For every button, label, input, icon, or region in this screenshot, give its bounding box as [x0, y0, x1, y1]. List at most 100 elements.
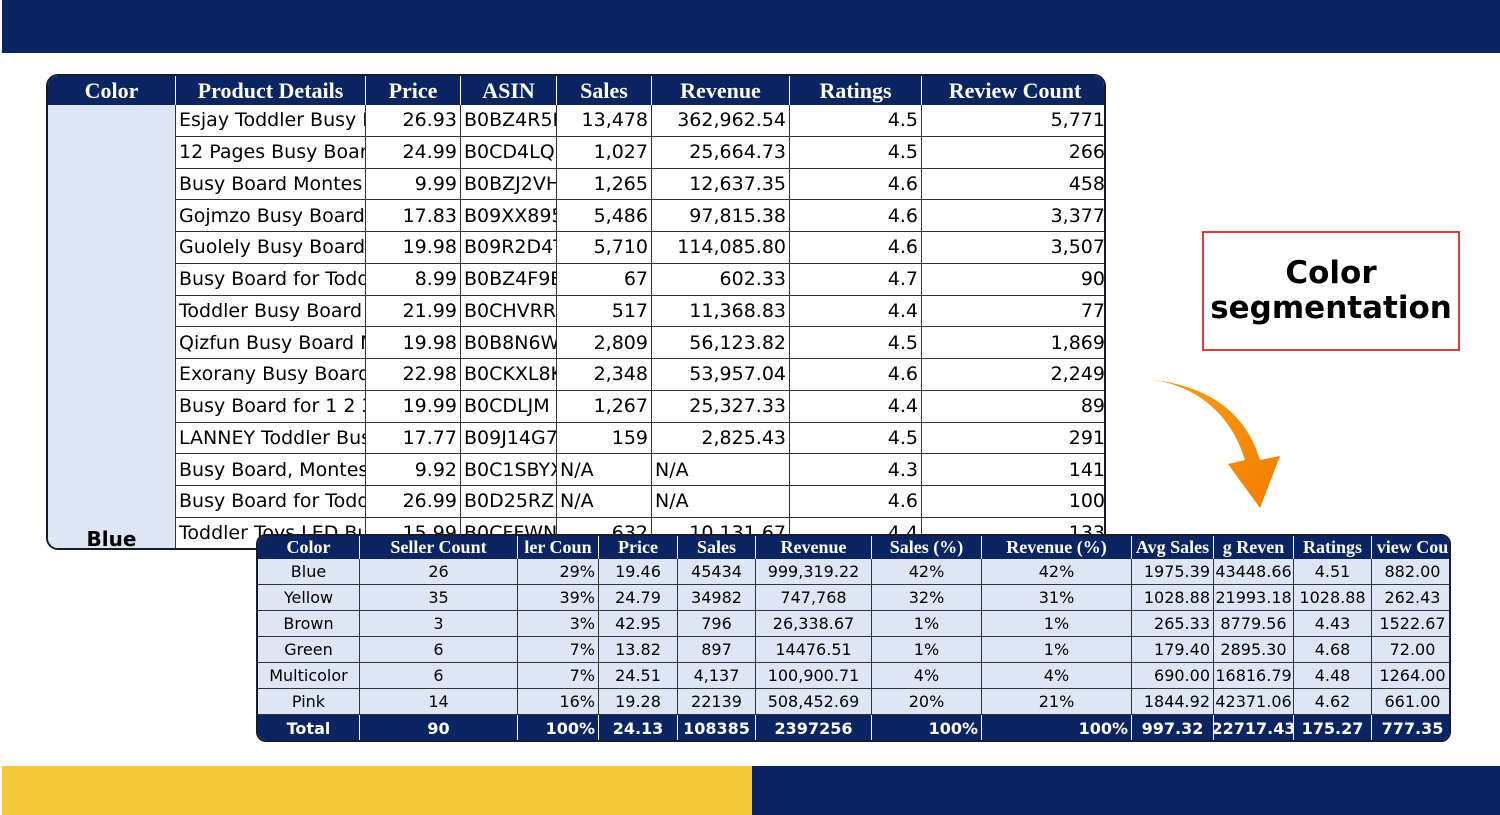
- color-cell: Blue: [48, 105, 176, 548]
- table-cell: 4.5: [790, 105, 922, 137]
- table-cell: 602.33: [652, 263, 790, 296]
- table-cell: 13,478: [557, 105, 652, 137]
- table-cell: B0BZ4R5F: [461, 105, 557, 137]
- table-cell: 4.5: [790, 422, 922, 455]
- table-cell: LANNEY Toddler Bus: [176, 422, 366, 455]
- table-cell: 2895.30: [1214, 637, 1294, 663]
- table-cell: Yellow: [258, 585, 360, 611]
- table-cell: 21.99: [366, 295, 461, 328]
- table-cell: 22139: [678, 689, 756, 715]
- table-cell: 508,452.69: [756, 689, 872, 715]
- total-cell: Total: [258, 715, 360, 740]
- table-cell: 39%: [518, 585, 599, 611]
- table-cell: 4.48: [1294, 663, 1372, 689]
- table-cell: Pink: [258, 689, 360, 715]
- table-cell: 747,768: [756, 585, 872, 611]
- table-cell: 1%: [982, 611, 1132, 637]
- table-cell: 3: [360, 611, 518, 637]
- table-cell: 26.99: [366, 486, 461, 518]
- table-cell: 4%: [982, 663, 1132, 689]
- table-cell: 1028.88: [1294, 585, 1372, 611]
- table-cell: 42.95: [599, 611, 678, 637]
- table-cell: 897: [678, 637, 756, 663]
- table-cell: 29%: [518, 559, 599, 585]
- table-cell: 97,815.38: [652, 200, 790, 232]
- table-cell: 882.00: [1372, 559, 1449, 585]
- table-cell: 1%: [872, 611, 982, 637]
- table-cell: 24.99: [366, 136, 461, 169]
- detail-table: Color Product Details Price ASIN Sales Revenu…: [46, 74, 1106, 550]
- table-cell: 42%: [982, 559, 1132, 585]
- table-cell: 14476.51: [756, 637, 872, 663]
- table-cell: 1,027: [557, 136, 652, 169]
- table-cell: 4,137: [678, 663, 756, 689]
- table-cell: 265.33: [1132, 611, 1214, 637]
- table-cell: 16816.79: [1214, 663, 1294, 689]
- table-cell: 26: [360, 559, 518, 585]
- bottom-bar-navy: [752, 766, 1500, 815]
- table-cell: 4.5: [790, 327, 922, 359]
- table-cell: 100,900.71: [756, 663, 872, 689]
- table-cell: 19.99: [366, 390, 461, 423]
- table-cell: 262.43: [1372, 585, 1449, 611]
- table-cell: 1,267: [557, 390, 652, 423]
- header-cell: ler Coun: [518, 536, 599, 559]
- table-cell: Gojmzo Busy Board: [176, 200, 366, 232]
- table-cell: 45434: [678, 559, 756, 585]
- table-cell: 4.68: [1294, 637, 1372, 663]
- total-cell: 2397256: [756, 715, 872, 740]
- table-cell: Green: [258, 637, 360, 663]
- table-cell: 1844.92: [1132, 689, 1214, 715]
- table-cell: Qizfun Busy Board M: [176, 327, 366, 359]
- table-cell: 362,962.54: [652, 105, 790, 137]
- table-cell: 19.46: [599, 559, 678, 585]
- arrow: [1135, 378, 1280, 508]
- table-cell: 17.77: [366, 422, 461, 455]
- table-cell: 19.28: [599, 689, 678, 715]
- table-cell: 42%: [872, 559, 982, 585]
- table-cell: 4.6: [790, 168, 922, 201]
- table-cell: 4.6: [790, 359, 922, 391]
- table-cell: 77: [922, 296, 1104, 328]
- table-cell: 11,368.83: [652, 295, 790, 328]
- table-cell: 4.51: [1294, 559, 1372, 585]
- total-cell: 24.13: [599, 715, 678, 740]
- table-cell: B0D25RZ: [461, 486, 557, 518]
- header-cell: Color: [48, 76, 176, 105]
- bottom-bar-yellow: [2, 766, 752, 815]
- header-cell: Seller Count: [360, 536, 518, 559]
- table-cell: 14: [360, 689, 518, 715]
- header-cell: Review Count: [922, 76, 1104, 105]
- table-cell: 20%: [872, 689, 982, 715]
- table-cell: 24.51: [599, 663, 678, 689]
- table-cell: Busy Board for Todd: [176, 486, 366, 518]
- table-cell: B0CD4LQ: [461, 136, 557, 169]
- table-cell: 291: [922, 423, 1104, 455]
- table-cell: 21%: [982, 689, 1132, 715]
- table-cell: 3%: [518, 611, 599, 637]
- table-cell: 56,123.82: [652, 327, 790, 359]
- table-cell: B0CDLJM: [461, 390, 557, 423]
- table-cell: 179.40: [1132, 637, 1214, 663]
- table-cell: B0BZ4F9E: [461, 263, 557, 296]
- header-cell: Revenue (%): [982, 536, 1132, 559]
- total-cell: 100%: [872, 715, 982, 740]
- total-cell: 997.32: [1132, 715, 1214, 740]
- header-cell: Sales: [678, 536, 756, 559]
- header-cell: ASIN: [461, 76, 557, 105]
- table-cell: 25,327.33: [652, 390, 790, 423]
- table-cell: Guolely Busy Board: [176, 232, 366, 264]
- table-cell: B0C1SBYX: [461, 454, 557, 486]
- table-cell: 159: [557, 422, 652, 455]
- table-cell: 24.79: [599, 585, 678, 611]
- total-cell: 90: [360, 715, 518, 740]
- header-cell: Price: [366, 76, 461, 105]
- table-cell: 3,507: [922, 232, 1104, 264]
- table-cell: 8.99: [366, 263, 461, 296]
- table-cell: Exorany Busy Board: [176, 359, 366, 391]
- table-cell: Multicolor: [258, 663, 360, 689]
- table-cell: 26,338.67: [756, 611, 872, 637]
- table-cell: 12,637.35: [652, 168, 790, 201]
- table-cell: Busy Board for 1 2 3: [176, 390, 366, 423]
- header-cell: view Cou: [1372, 536, 1449, 559]
